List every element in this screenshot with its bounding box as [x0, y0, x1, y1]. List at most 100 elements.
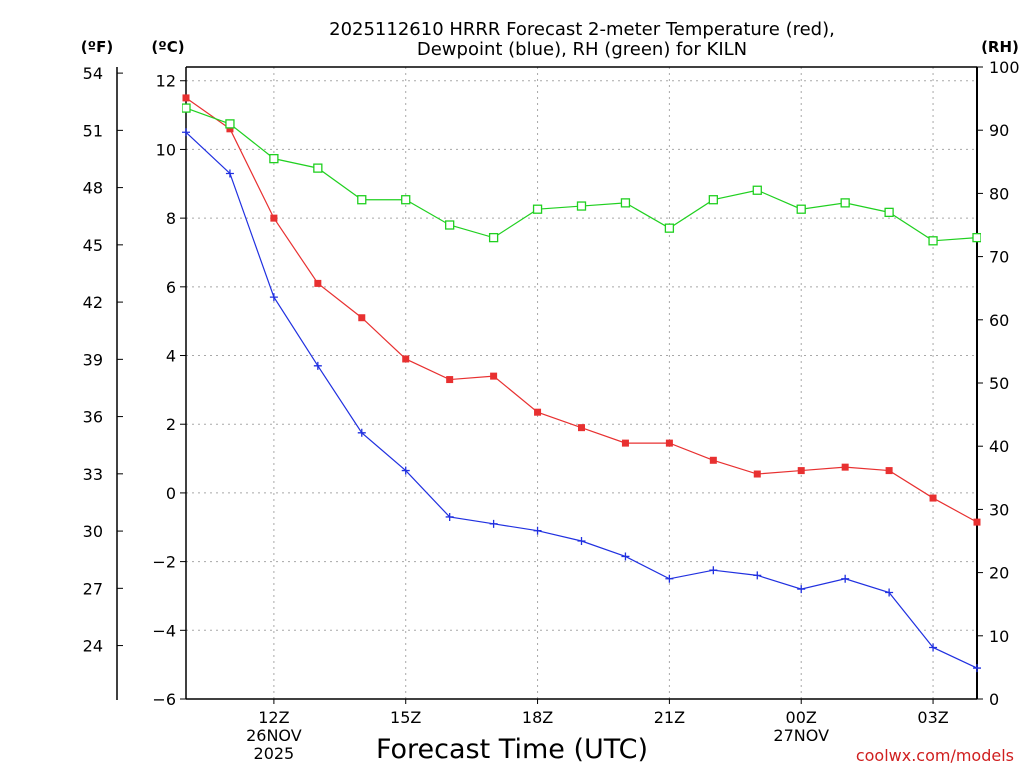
rh-point [532, 204, 543, 214]
temperature-point [402, 355, 410, 363]
dewpoint-point [269, 293, 278, 302]
temperature-point [270, 214, 278, 222]
rh-point [928, 236, 938, 246]
x-tick-label: 21Z [654, 708, 685, 727]
x-tick-label: 00Z [786, 708, 817, 727]
fahrenheit-tick-label: 54 [83, 64, 103, 83]
temperature-point [929, 494, 937, 502]
temperature-point [490, 372, 498, 380]
temperature-point [753, 470, 761, 478]
dewpoint-point [182, 128, 190, 137]
rh-point [357, 195, 367, 205]
dewpoint-point [753, 571, 762, 580]
dewpoint-point [401, 466, 410, 475]
temperature-point [709, 456, 717, 464]
temperature-line [185, 97, 978, 523]
dewpoint-point [313, 361, 322, 370]
rh-point [708, 195, 718, 205]
chart-title-line1: 2025112610 HRRR Forecast 2-meter Tempera… [329, 19, 835, 40]
temperature-point [885, 467, 893, 475]
dewpoint-point [885, 588, 894, 597]
temperature-point [797, 467, 805, 475]
fahrenheit-tick-label: 24 [83, 637, 103, 656]
dewpoint-point [709, 566, 718, 575]
x-tick-year: 2025 [254, 744, 295, 763]
celsius-tick-label: 4 [166, 347, 176, 366]
x-tick-date: 26NOV [246, 726, 302, 745]
rh-tick-label: 90 [989, 121, 1009, 140]
rh-point [664, 223, 675, 233]
dewpoint-point [929, 643, 938, 652]
rh-tick-label: 80 [989, 184, 1009, 203]
fahrenheit-tick-label: 36 [83, 408, 103, 427]
dewpoint-point [577, 537, 586, 545]
celsius-tick-label: −4 [152, 621, 176, 640]
dewpoint-point [445, 512, 454, 521]
celsius-tick-label: 12 [156, 72, 176, 91]
x-axis-title: Forecast Time (UTC) [376, 734, 648, 765]
rh-point [401, 195, 411, 205]
rh-unit-label: (RH) [981, 38, 1019, 56]
rh-tick-label: 100 [989, 58, 1020, 77]
fahrenheit-tick-label: 30 [83, 522, 103, 541]
temperature-point [534, 408, 542, 416]
chart-title-line2: Dewpoint (blue), RH (green) for KILN [417, 39, 747, 60]
x-tick-label: 18Z [522, 708, 553, 727]
dewpoint-point [357, 428, 366, 437]
rh-point [796, 204, 806, 214]
celsius-tick-label: −2 [152, 553, 176, 572]
temperature-point [446, 376, 454, 384]
rh-tick-label: 10 [989, 627, 1009, 646]
celsius-unit-label: (ºC) [151, 38, 184, 56]
dewpoint-point [621, 552, 630, 561]
dewpoint-point [797, 585, 806, 594]
grid-lines [186, 67, 977, 700]
dewpoint-point [225, 169, 234, 178]
celsius-tick-label: 2 [166, 415, 176, 434]
temperature-point [973, 518, 981, 526]
rh-point [313, 163, 323, 173]
x-tick-label: 15Z [390, 708, 421, 727]
series-layer [182, 94, 981, 673]
x-tick-label: 12Z [258, 708, 289, 727]
temperature-point [182, 94, 190, 102]
dewpoint-point [665, 574, 674, 583]
dewpoint-point [533, 526, 542, 535]
fahrenheit-tick-label: 48 [83, 179, 103, 198]
dewpoint-point [973, 664, 981, 673]
rh-series [182, 103, 981, 246]
celsius-tick-label: 8 [166, 209, 176, 228]
fahrenheit-tick-label: 39 [83, 350, 103, 369]
rh-point [840, 198, 850, 208]
temperature-series [182, 94, 981, 526]
celsius-tick-label: 0 [166, 484, 176, 503]
rh-tick-label: 40 [989, 437, 1009, 456]
rh-point [884, 207, 894, 218]
temperature-point [665, 439, 673, 447]
fahrenheit-tick-label: 45 [83, 236, 103, 255]
fahrenheit-tick-label: 33 [83, 465, 103, 484]
rh-tick-label: 70 [989, 248, 1009, 267]
celsius-tick-label: 6 [166, 278, 176, 297]
fahrenheit-unit-label: (ºF) [81, 38, 113, 56]
rh-tick-label: 20 [989, 564, 1009, 583]
rh-tick-label: 30 [989, 500, 1009, 519]
dewpoint-point [841, 574, 850, 583]
temperature-point [358, 314, 366, 322]
celsius-tick-label: 10 [156, 140, 176, 159]
fahrenheit-tick-label: 51 [83, 121, 103, 140]
temperature-point [841, 463, 849, 471]
x-tick-label: 03Z [917, 708, 948, 727]
rh-point [620, 198, 631, 208]
rh-point [972, 232, 981, 243]
credit-label: coolwx.com/models [856, 746, 1014, 765]
rh-tick-label: 60 [989, 311, 1009, 330]
dewpoint-line [185, 131, 978, 669]
fahrenheit-tick-label: 27 [83, 579, 103, 598]
rh-tick-label: 50 [989, 374, 1009, 393]
temperature-point [314, 279, 322, 287]
rh-point [269, 153, 279, 164]
temperature-point [578, 424, 585, 432]
